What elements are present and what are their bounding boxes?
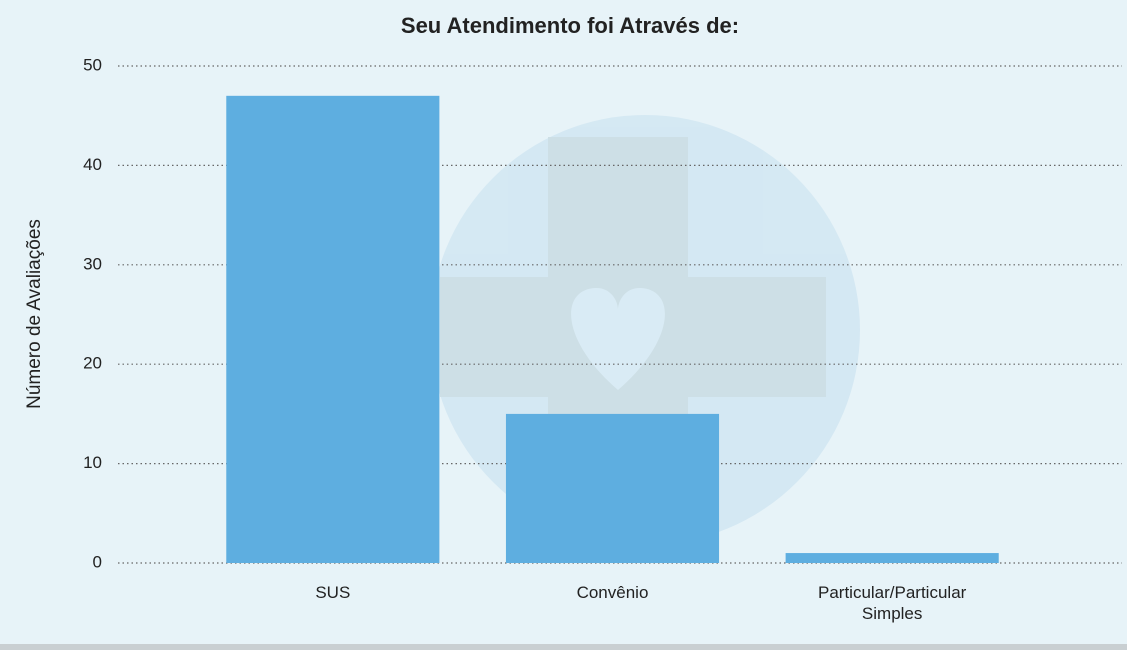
y-tick-label: 10	[83, 453, 102, 472]
y-tick-label: 30	[83, 254, 102, 273]
bar	[505, 413, 720, 563]
x-tick-label: Convênio	[576, 583, 649, 602]
y-axis-label: Número de Avaliações	[24, 219, 45, 409]
y-tick-label: 50	[83, 55, 102, 74]
bar	[226, 95, 440, 563]
y-tick-label: 40	[83, 155, 102, 174]
x-tick-label: SUS	[315, 583, 351, 602]
chart-title: Seu Atendimento foi Através de:	[401, 13, 739, 38]
y-tick-label: 0	[93, 552, 102, 571]
x-tick-label: Particular/Particular Simples	[817, 583, 967, 623]
y-tick-label: 20	[83, 354, 102, 373]
bar	[785, 553, 999, 563]
